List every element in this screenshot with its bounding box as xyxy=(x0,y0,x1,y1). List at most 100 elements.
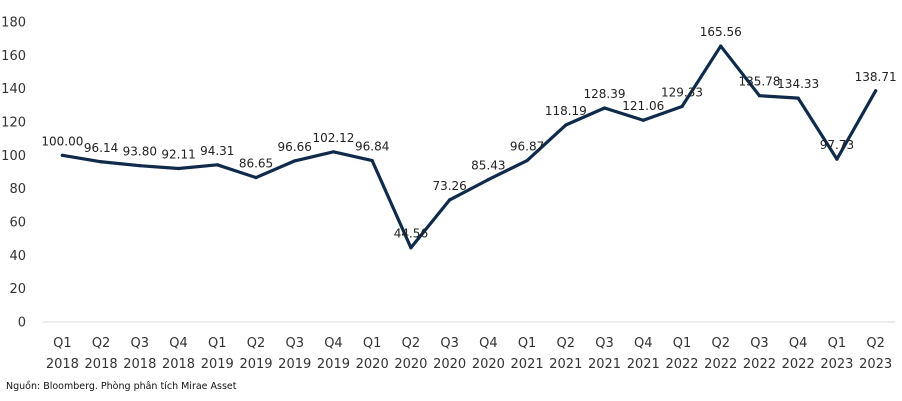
data-label: 96.84 xyxy=(355,140,389,154)
y-tick-label: 80 xyxy=(9,182,26,197)
x-tick-quarter: Q2 xyxy=(711,336,730,351)
data-label: 44.56 xyxy=(394,227,428,241)
x-tick-quarter: Q3 xyxy=(750,336,769,351)
x-tick-year: 2022 xyxy=(704,357,737,372)
data-point xyxy=(99,160,103,164)
x-tick-quarter: Q3 xyxy=(595,336,614,351)
data-point xyxy=(60,153,64,157)
y-tick-label: 40 xyxy=(9,249,26,264)
data-label: 92.11 xyxy=(161,147,195,161)
x-tick-quarter: Q1 xyxy=(673,336,692,351)
y-axis-ticks: 0 20 40 60 80 100 120 140 160 180 xyxy=(1,16,26,331)
x-tick-year: 2022 xyxy=(665,357,698,372)
x-tick-quarter: Q2 xyxy=(866,336,885,351)
x-tick-year: 2020 xyxy=(394,357,427,372)
data-label: 138.71 xyxy=(855,70,897,84)
data-point xyxy=(796,96,800,100)
y-tick-label: 120 xyxy=(1,116,26,131)
data-point xyxy=(370,159,374,163)
data-point xyxy=(564,123,568,127)
data-label: 73.26 xyxy=(432,179,466,193)
data-label: 165.56 xyxy=(700,25,742,39)
data-point xyxy=(215,163,219,167)
data-point xyxy=(254,175,258,180)
data-point xyxy=(409,246,413,250)
data-point xyxy=(486,178,490,182)
x-tick-year: 2018 xyxy=(46,357,79,372)
x-tick-year: 2018 xyxy=(85,357,118,372)
source-note: Nguồn: Bloomberg. Phòng phân tích Mirae … xyxy=(6,381,237,392)
x-tick-quarter: Q1 xyxy=(208,336,227,351)
x-tick-quarter: Q4 xyxy=(789,336,808,351)
data-point xyxy=(138,164,142,168)
series-line-index xyxy=(60,44,878,250)
x-tick-year: 2020 xyxy=(433,357,466,372)
x-tick-quarter: Q2 xyxy=(92,336,111,351)
data-points xyxy=(60,44,878,250)
data-label: 121.06 xyxy=(622,99,664,113)
data-label: 97.73 xyxy=(820,138,854,152)
data-point xyxy=(602,106,607,110)
y-tick-label: 60 xyxy=(9,216,26,231)
data-labels: 100.00 96.14 93.80 92.11 94.31 86.65 96.66102.… xyxy=(41,25,896,241)
data-point xyxy=(448,198,452,202)
x-tick-quarter: Q2 xyxy=(402,336,421,351)
data-point xyxy=(293,159,297,163)
y-tick-label: 160 xyxy=(1,49,26,64)
data-label: 128.39 xyxy=(584,87,626,101)
data-label: 102.12 xyxy=(312,131,354,145)
x-tick-year: 2022 xyxy=(743,357,776,372)
data-label: 93.80 xyxy=(123,145,157,159)
x-tick-year: 2018 xyxy=(162,357,195,372)
data-label: 100.00 xyxy=(41,134,83,148)
x-tick-quarter: Q2 xyxy=(247,336,266,351)
x-tick-year: 2018 xyxy=(123,357,156,372)
line-chart: 0 20 40 60 80 100 120 140 160 180 Q1 2018 Q2 2018 Q3 2… xyxy=(1,16,896,373)
data-label: 86.65 xyxy=(239,157,273,171)
x-tick-year: 2019 xyxy=(239,357,272,372)
x-tick-year: 2023 xyxy=(859,357,892,372)
data-label: 118.19 xyxy=(545,104,587,118)
data-label: 129.33 xyxy=(661,85,703,99)
y-tick-label: 100 xyxy=(1,149,26,164)
x-axis-ticks: Q1 2018 Q2 2018 Q3 2018 Q4 2018 Q1 2019 Q2 2019 Q3 20… xyxy=(46,336,892,372)
x-tick-year: 2021 xyxy=(549,357,582,372)
data-label: 85.43 xyxy=(471,159,505,173)
data-point xyxy=(719,44,723,48)
y-tick-label: 0 xyxy=(18,316,26,331)
data-point xyxy=(835,157,839,161)
x-tick-quarter: Q1 xyxy=(518,336,537,351)
x-tick-quarter: Q4 xyxy=(479,336,498,351)
x-tick-year: 2020 xyxy=(356,357,389,372)
x-tick-year: 2021 xyxy=(627,357,660,372)
data-label: 94.31 xyxy=(200,144,234,158)
data-label: 135.78 xyxy=(738,75,780,89)
data-point xyxy=(331,150,336,154)
y-tick-label: 140 xyxy=(1,82,26,97)
x-tick-year: 2019 xyxy=(201,357,234,372)
data-label: 96.66 xyxy=(278,140,312,154)
x-tick-quarter: Q4 xyxy=(169,336,188,351)
x-tick-quarter: Q4 xyxy=(324,336,343,351)
data-point xyxy=(757,94,762,98)
x-tick-year: 2022 xyxy=(782,357,815,372)
data-point xyxy=(525,158,529,163)
x-tick-year: 2021 xyxy=(588,357,621,372)
x-tick-year: 2021 xyxy=(511,357,544,372)
x-tick-quarter: Q3 xyxy=(131,336,150,351)
data-point xyxy=(874,89,878,93)
x-tick-year: 2020 xyxy=(472,357,505,372)
y-tick-label: 180 xyxy=(1,16,26,31)
x-tick-year: 2023 xyxy=(820,357,853,372)
data-label: 134.33 xyxy=(777,77,819,91)
x-tick-quarter: Q1 xyxy=(53,336,72,351)
y-tick-label: 20 xyxy=(9,282,26,297)
x-tick-quarter: Q1 xyxy=(363,336,382,351)
data-label: 96.14 xyxy=(84,141,118,155)
x-tick-year: 2019 xyxy=(317,357,350,372)
x-tick-quarter: Q2 xyxy=(557,336,576,351)
x-tick-quarter: Q4 xyxy=(634,336,653,351)
data-point xyxy=(641,118,645,122)
data-label: 96.87 xyxy=(510,140,544,154)
data-point xyxy=(176,166,181,171)
